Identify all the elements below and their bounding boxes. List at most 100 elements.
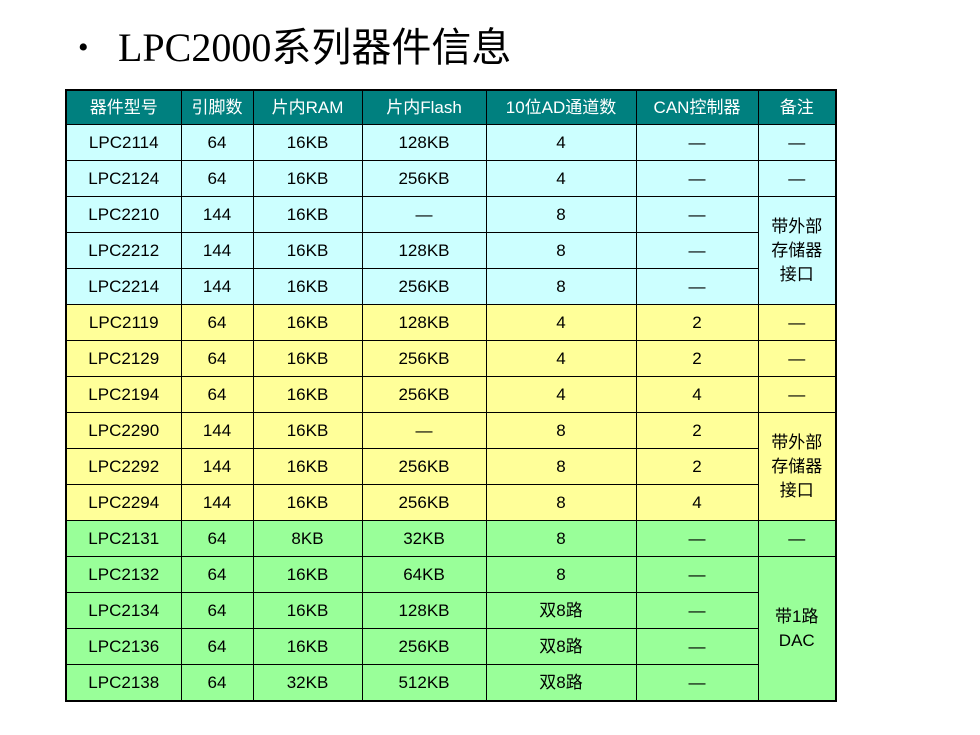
cell-model: LPC2210 xyxy=(65,196,182,233)
cell-pins: 144 xyxy=(180,196,254,233)
cell-ram: 16KB xyxy=(252,304,363,341)
cell-adc: 8 xyxy=(485,268,637,305)
cell-can: 2 xyxy=(635,412,759,449)
slide-title: • LPC2000系列器件信息 xyxy=(78,22,511,74)
table-row: LPC2119 64 16KB 128KB 4 2— xyxy=(65,304,837,341)
table-row: LPC2292 144 16KB 256KB 8 2 xyxy=(65,448,836,485)
cell-adc: 8 xyxy=(485,484,637,521)
cell-pins: 144 xyxy=(180,268,254,305)
cell-ram: 16KB xyxy=(252,196,363,233)
cell-model: LPC2290 xyxy=(65,412,182,449)
cell-flash: 128KB xyxy=(361,124,487,161)
cell-can: 2 xyxy=(635,448,759,485)
cell-adc: 8 xyxy=(485,448,637,485)
table-row: LPC2136 64 16KB 256KB 双8路 — xyxy=(65,628,836,665)
cell-can: 4 xyxy=(635,376,759,413)
cell-can: — xyxy=(635,664,759,702)
cell-adc: 4 xyxy=(485,376,637,413)
cell-model: LPC2214 xyxy=(65,268,182,305)
cell-note: — xyxy=(757,376,837,413)
cell-can: — xyxy=(635,232,759,269)
device-spec-table: 器件型号 引脚数 片内RAM 片内Flash 10位AD通道数 CAN控制器 备注 LPC2… xyxy=(65,89,837,702)
cell-note: — xyxy=(757,124,837,161)
header-pins: 引脚数 xyxy=(180,89,254,125)
cell-pins: 64 xyxy=(180,520,254,557)
cell-model: LPC2138 xyxy=(65,664,182,702)
cell-pins: 64 xyxy=(180,124,254,161)
cell-adc: 双8路 xyxy=(485,592,637,629)
cell-flash: 512KB xyxy=(361,664,487,702)
cell-pins: 64 xyxy=(180,340,254,377)
cell-ram: 16KB xyxy=(252,412,363,449)
header-adc: 10位AD通道数 xyxy=(485,89,637,125)
header-note: 备注 xyxy=(757,89,837,125)
cell-adc: 8 xyxy=(485,520,637,557)
cell-can: — xyxy=(635,628,759,665)
cell-pins: 64 xyxy=(180,304,254,341)
table-row: LPC2124 64 16KB 256KB 4— — xyxy=(65,160,837,197)
cell-pins: 64 xyxy=(180,556,254,593)
cell-ram: 16KB xyxy=(252,268,363,305)
cell-ram: 16KB xyxy=(252,124,363,161)
cell-can: — xyxy=(635,196,759,233)
table-row: LPC2129 64 16KB 256KB 4 2— xyxy=(65,340,837,377)
cell-flash: 256KB xyxy=(361,160,487,197)
cell-pins: 144 xyxy=(180,412,254,449)
table-row: LPC2294 144 16KB 256KB 8 4 xyxy=(65,484,836,521)
cell-note: 带外部 存储器 接口 xyxy=(757,196,837,305)
cell-can: 4 xyxy=(635,484,759,521)
cell-model: LPC2114 xyxy=(65,124,182,161)
table-row: LPC2114 64 16KB 128KB 4— — xyxy=(65,124,837,161)
table-row: LPC2194 64 16KB 256KB 4 4— xyxy=(65,376,837,413)
cell-note: — xyxy=(757,520,837,557)
cell-ram: 16KB xyxy=(252,160,363,197)
cell-flash: 128KB xyxy=(361,592,487,629)
cell-adc: 8 xyxy=(485,556,637,593)
cell-can: — xyxy=(635,160,759,197)
header-flash: 片内Flash xyxy=(361,89,487,125)
cell-model: LPC2292 xyxy=(65,448,182,485)
cell-note: 带外部 存储器 接口 xyxy=(757,412,837,521)
cell-ram: 16KB xyxy=(252,232,363,269)
cell-can: — xyxy=(635,592,759,629)
header-can: CAN控制器 xyxy=(635,89,759,125)
cell-model: LPC2134 xyxy=(65,592,182,629)
cell-ram: 16KB xyxy=(252,556,363,593)
cell-flash: 256KB xyxy=(361,484,487,521)
cell-ram: 32KB xyxy=(252,664,363,702)
table-row: LPC2132 64 16KB 64KB 8— 带1路 DAC xyxy=(65,556,837,702)
cell-pins: 144 xyxy=(180,448,254,485)
table-row: LPC2290 144 16KB —8 2 带外部 存储器 接口 xyxy=(65,412,837,521)
cell-note: 带1路 DAC xyxy=(757,556,837,702)
table-row: LPC2134 64 16KB 128KB 双8路 — xyxy=(65,592,836,629)
cell-adc: 双8路 xyxy=(485,628,637,665)
cell-pins: 144 xyxy=(180,484,254,521)
table-row: LPC2131 64 8KB 32KB 8— — xyxy=(65,520,837,557)
cell-model: LPC2124 xyxy=(65,160,182,197)
cell-model: LPC2194 xyxy=(65,376,182,413)
cell-flash: 256KB xyxy=(361,376,487,413)
cell-pins: 64 xyxy=(180,628,254,665)
table-row: LPC2210 144 16KB —8— 带外部 存储器 接口 xyxy=(65,196,837,305)
table-body: LPC2114 64 16KB 128KB 4— — LPC2124 64 16KB 256KB 4… xyxy=(65,124,837,702)
cell-flash: 256KB xyxy=(361,448,487,485)
cell-model: LPC2132 xyxy=(65,556,182,593)
cell-pins: 64 xyxy=(180,376,254,413)
cell-ram: 16KB xyxy=(252,484,363,521)
cell-can: 2 xyxy=(635,304,759,341)
cell-flash: 64KB xyxy=(361,556,487,593)
cell-can: — xyxy=(635,124,759,161)
cell-pins: 64 xyxy=(180,664,254,702)
cell-ram: 16KB xyxy=(252,376,363,413)
table-header-row: 器件型号 引脚数 片内RAM 片内Flash 10位AD通道数 CAN控制器 备注 xyxy=(65,89,837,125)
cell-ram: 16KB xyxy=(252,592,363,629)
cell-flash: 256KB xyxy=(361,268,487,305)
cell-flash: 256KB xyxy=(361,628,487,665)
cell-flash: — xyxy=(361,196,487,233)
cell-flash: — xyxy=(361,412,487,449)
table-row: LPC2138 64 32KB 512KB 双8路 — xyxy=(65,664,836,702)
cell-adc: 4 xyxy=(485,124,637,161)
cell-adc: 双8路 xyxy=(485,664,637,702)
cell-adc: 4 xyxy=(485,340,637,377)
cell-can: — xyxy=(635,520,759,557)
